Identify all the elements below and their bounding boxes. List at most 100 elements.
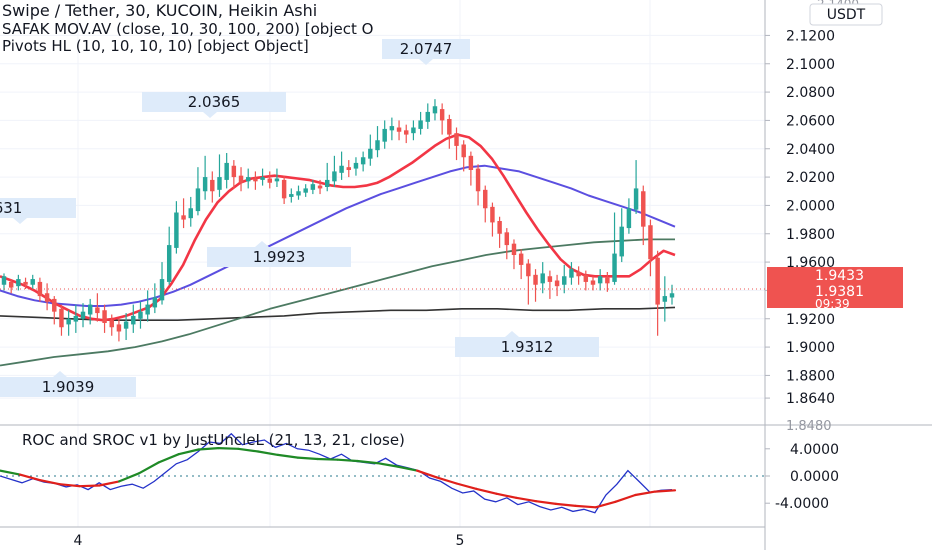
candle[interactable] [353,157,359,176]
candle-body[interactable] [547,276,553,282]
candle-body[interactable] [245,177,251,182]
candle[interactable] [80,303,86,328]
candle-body[interactable] [166,245,172,282]
candle-body[interactable] [8,281,14,288]
candle[interactable] [576,266,581,285]
candle-body[interactable] [145,304,150,315]
candle[interactable] [518,249,524,280]
candle[interactable] [633,160,639,214]
candle[interactable] [8,279,14,294]
candle[interactable] [1,273,7,291]
candle-body[interactable] [16,279,21,287]
candle-body[interactable] [475,168,481,192]
candle[interactable] [253,171,258,190]
candle[interactable] [217,154,222,197]
candle-body[interactable] [73,315,79,322]
candle-body[interactable] [605,277,610,284]
candle[interactable] [389,117,395,141]
candle[interactable] [210,171,215,203]
candle-body[interactable] [511,243,517,255]
candle-body[interactable] [238,175,244,183]
candle[interactable] [16,274,21,291]
candle-body[interactable] [404,130,409,135]
candle[interactable] [641,185,646,246]
candle-body[interactable] [590,280,596,285]
candle-body[interactable] [461,144,466,158]
candle-body[interactable] [95,307,100,314]
candle[interactable] [461,140,466,172]
candle-body[interactable] [181,215,186,220]
candle[interactable] [475,164,481,206]
candle-body[interactable] [87,304,93,315]
price-axis[interactable]: 2.1200 2.1000 2.0800 2.0600 2.0400 2.0200 2.00… [765,0,859,512]
candle[interactable] [181,198,186,229]
candle[interactable] [224,153,229,189]
candle-body[interactable] [425,111,431,122]
candle[interactable] [296,185,301,200]
candle[interactable] [432,99,438,121]
candle[interactable] [131,304,136,333]
candle-body[interactable] [109,320,114,328]
candle-body[interactable] [116,324,122,332]
candle-body[interactable] [432,106,438,114]
candle-body[interactable] [296,191,301,196]
candle[interactable] [547,270,553,299]
candle[interactable] [447,114,452,149]
candle[interactable] [439,103,445,135]
candle-body[interactable] [504,232,510,246]
candle[interactable] [324,162,330,192]
candle-body[interactable] [619,226,624,257]
candle[interactable] [454,127,459,161]
candle-body[interactable] [267,178,272,183]
candle-body[interactable] [375,140,380,151]
candle[interactable] [468,151,474,186]
candle-body[interactable] [152,297,158,308]
candle[interactable] [274,168,280,187]
candle[interactable] [612,212,617,285]
candle[interactable] [202,155,208,200]
candle-body[interactable] [138,311,143,319]
candle-body[interactable] [131,315,136,325]
candle-body[interactable] [389,126,395,131]
candle[interactable] [238,167,244,192]
candle[interactable] [52,296,57,325]
candle-body[interactable] [633,188,639,210]
candle[interactable] [145,290,150,322]
candle[interactable] [109,314,114,336]
candle[interactable] [30,274,35,289]
candle-body[interactable] [662,296,668,302]
candle-body[interactable] [332,171,337,182]
candle[interactable] [87,298,93,325]
candle[interactable] [526,259,531,305]
candle[interactable] [310,179,316,195]
candle-body[interactable] [526,263,531,277]
candle[interactable] [339,151,344,180]
candle[interactable] [511,239,517,270]
candle-body[interactable] [253,178,258,182]
candle-body[interactable] [468,155,474,170]
candle-body[interactable] [231,165,237,178]
candle[interactable] [396,120,402,141]
candle[interactable] [188,196,193,227]
candle[interactable] [569,262,574,285]
candle-body[interactable] [346,167,352,170]
candle-body[interactable] [339,165,344,173]
candle[interactable] [360,151,366,172]
candle[interactable] [583,270,589,291]
candle[interactable] [497,216,502,248]
candle-body[interactable] [44,293,50,302]
candles[interactable] [1,99,675,342]
candle-body[interactable] [195,188,201,212]
candle-body[interactable] [80,311,86,319]
candle[interactable] [260,168,265,186]
candle-body[interactable] [210,179,215,192]
candle-body[interactable] [66,318,71,325]
candle-body[interactable] [281,179,287,199]
candle[interactable] [195,167,201,216]
candle-body[interactable] [353,162,359,169]
candle[interactable] [411,120,416,141]
candle-body[interactable] [626,208,632,229]
candle-body[interactable] [454,133,459,146]
candle-body[interactable] [102,310,107,323]
